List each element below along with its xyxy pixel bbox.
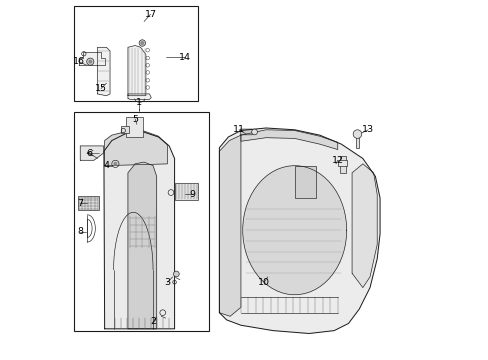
Text: 13: 13 (362, 125, 373, 134)
Bar (174, 183, 198, 200)
Polygon shape (80, 146, 103, 160)
Polygon shape (104, 132, 174, 329)
Text: 9: 9 (189, 190, 195, 199)
Polygon shape (241, 130, 337, 149)
Text: 17: 17 (144, 10, 156, 19)
Text: 6: 6 (86, 149, 92, 158)
Text: 12: 12 (331, 156, 343, 165)
Bar (74, 6, 198, 101)
Text: 4: 4 (103, 161, 109, 170)
Polygon shape (104, 131, 167, 166)
Text: 11: 11 (233, 125, 244, 134)
FancyBboxPatch shape (240, 129, 252, 135)
Bar (126, 117, 143, 137)
Bar (294, 166, 316, 198)
Text: 3: 3 (164, 278, 170, 287)
Text: 8: 8 (77, 228, 83, 237)
Bar (338, 160, 346, 166)
Text: 7: 7 (77, 199, 83, 208)
Bar (121, 126, 128, 134)
Text: 2: 2 (150, 317, 156, 326)
Circle shape (173, 271, 179, 277)
Bar (78, 196, 99, 211)
Polygon shape (97, 47, 110, 96)
Circle shape (251, 129, 257, 135)
Circle shape (352, 130, 361, 138)
Polygon shape (351, 164, 376, 288)
Polygon shape (128, 45, 145, 96)
Text: 15: 15 (95, 84, 107, 93)
Polygon shape (219, 128, 379, 333)
Text: 1: 1 (136, 98, 142, 107)
Polygon shape (219, 135, 241, 316)
Circle shape (139, 40, 145, 46)
Polygon shape (242, 166, 346, 295)
Circle shape (141, 41, 143, 44)
Bar (355, 134, 359, 148)
Text: 5: 5 (132, 114, 138, 123)
Polygon shape (128, 94, 151, 99)
Text: 14: 14 (179, 53, 191, 62)
Text: 16: 16 (73, 57, 84, 66)
Bar (74, 112, 208, 330)
Polygon shape (128, 162, 156, 329)
Text: 10: 10 (258, 278, 270, 287)
Bar (339, 156, 346, 173)
Circle shape (114, 162, 117, 165)
Circle shape (89, 60, 92, 63)
Polygon shape (79, 51, 104, 65)
Circle shape (86, 58, 94, 65)
